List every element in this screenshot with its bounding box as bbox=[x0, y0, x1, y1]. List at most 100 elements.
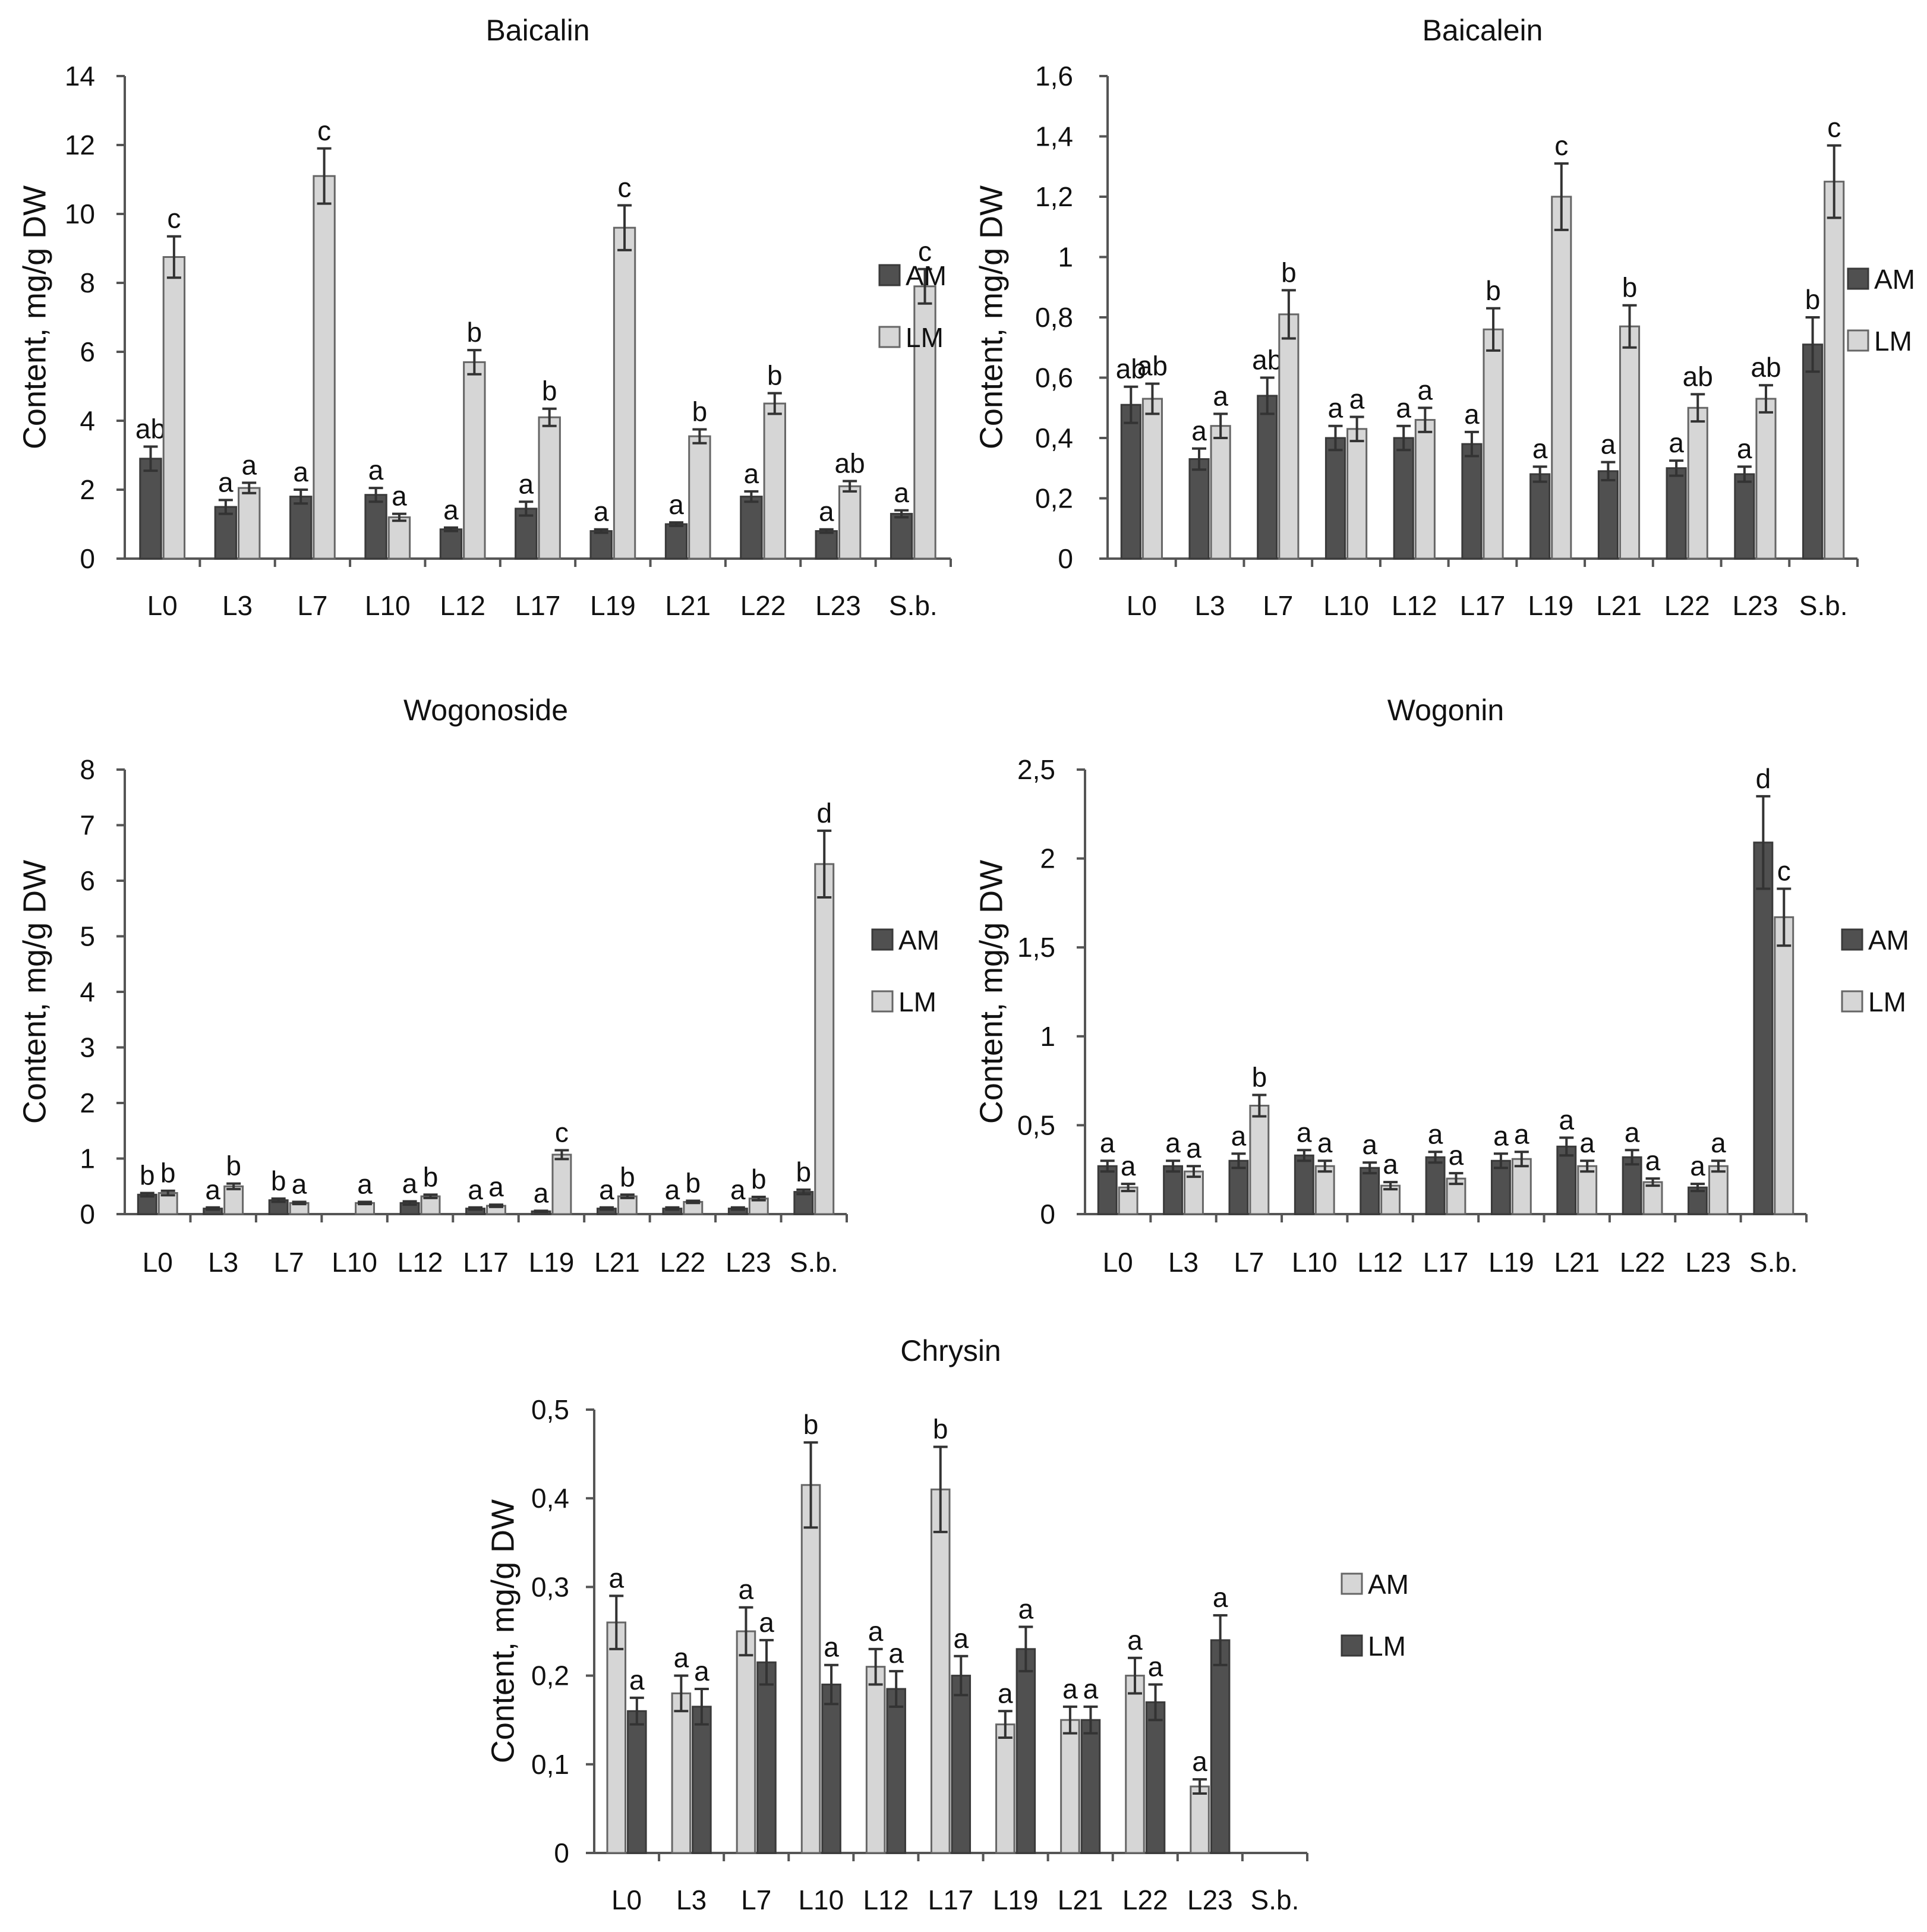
significance-label: a bbox=[1464, 399, 1480, 430]
bar-am bbox=[1393, 437, 1414, 560]
x-tick-label: L12 bbox=[1357, 1247, 1403, 1278]
bar-am bbox=[930, 1488, 951, 1854]
x-tick-label: L17 bbox=[1460, 590, 1506, 621]
y-axis-label: Content, mg/g DW bbox=[17, 860, 52, 1124]
bar-lm bbox=[1346, 428, 1368, 560]
legend-label-am: AM bbox=[898, 925, 939, 956]
x-tick-label: L0 bbox=[143, 1247, 173, 1278]
significance-label: ab bbox=[1137, 351, 1168, 382]
y-tick-label: 2 bbox=[80, 474, 95, 505]
significance-label: b bbox=[542, 376, 557, 406]
x-tick-label: L3 bbox=[1168, 1247, 1199, 1278]
legend-label-am: AM bbox=[906, 260, 947, 291]
significance-label: b bbox=[751, 1164, 767, 1195]
bar-am bbox=[1734, 473, 1755, 560]
x-tick-label: L22 bbox=[660, 1247, 705, 1278]
y-tick-label: 0,8 bbox=[1035, 302, 1073, 333]
significance-label: c bbox=[1827, 112, 1841, 143]
bar-lm bbox=[1774, 916, 1794, 1215]
x-tick-label: L19 bbox=[529, 1247, 575, 1278]
x-tick-label: L22 bbox=[1122, 1884, 1168, 1915]
significance-label: b bbox=[1486, 275, 1501, 306]
bar-lm bbox=[238, 487, 261, 560]
significance-label: b bbox=[1622, 272, 1638, 303]
bar-am bbox=[1228, 1159, 1249, 1215]
x-tick-label: L7 bbox=[1234, 1247, 1264, 1278]
bar-am bbox=[800, 1484, 821, 1854]
significance-label: a bbox=[488, 1171, 504, 1202]
bar-lm bbox=[1414, 419, 1436, 560]
legend-swatch-lm bbox=[1841, 990, 1863, 1013]
significance-label: b bbox=[1281, 257, 1297, 288]
significance-label: a bbox=[357, 1168, 373, 1199]
x-tick-label: L10 bbox=[332, 1247, 377, 1278]
bar-lm bbox=[763, 402, 786, 560]
x-tick-label: L19 bbox=[590, 590, 636, 621]
bar-am bbox=[1360, 1167, 1380, 1215]
legend-label-lm: LM bbox=[1874, 326, 1912, 357]
significance-label: b bbox=[467, 317, 482, 348]
significance-label: a bbox=[1601, 429, 1616, 460]
significance-label: a bbox=[534, 1177, 549, 1208]
significance-label: ab bbox=[1683, 361, 1713, 392]
y-axis-label: Content, mg/g DW bbox=[973, 185, 1009, 449]
significance-label: b bbox=[140, 1159, 155, 1190]
x-tick-label: L0 bbox=[611, 1884, 642, 1915]
y-tick-label: 0 bbox=[80, 543, 95, 574]
significance-label: a bbox=[1127, 1625, 1143, 1656]
bar-lm bbox=[1708, 1165, 1729, 1215]
bar-am bbox=[289, 496, 313, 560]
x-tick-label: L3 bbox=[1195, 590, 1225, 621]
y-axis-label: Content, mg/g DW bbox=[973, 860, 1009, 1124]
bar-lm bbox=[1080, 1719, 1101, 1854]
x-tick-label: L19 bbox=[993, 1884, 1039, 1915]
legend-swatch-am bbox=[1847, 267, 1869, 290]
y-tick-label: 0 bbox=[1058, 543, 1073, 574]
x-tick-label: L22 bbox=[1664, 590, 1710, 621]
significance-label: a bbox=[1297, 1117, 1312, 1148]
bar-lm bbox=[223, 1185, 244, 1215]
x-tick-label: L23 bbox=[1733, 590, 1778, 621]
y-tick-label: 4 bbox=[80, 976, 95, 1007]
bar-am bbox=[1622, 1156, 1642, 1215]
x-tick-label: L0 bbox=[1103, 1247, 1133, 1278]
x-tick-label: L17 bbox=[1423, 1247, 1469, 1278]
significance-label: a bbox=[241, 449, 257, 480]
bar-am bbox=[1802, 343, 1824, 560]
x-tick-label: L3 bbox=[222, 590, 253, 621]
significance-label: a bbox=[1100, 1127, 1115, 1158]
bar-am bbox=[1753, 841, 1774, 1215]
significance-label: ab bbox=[1116, 354, 1146, 384]
significance-label: a bbox=[665, 1174, 680, 1205]
y-tick-label: 4 bbox=[80, 405, 95, 436]
bar-am bbox=[1597, 470, 1619, 560]
significance-label: a bbox=[468, 1174, 483, 1205]
x-tick-label: S.b. bbox=[1251, 1884, 1300, 1915]
bar-lm bbox=[821, 1684, 841, 1854]
bar-lm bbox=[1687, 406, 1708, 560]
bar-am bbox=[1125, 1675, 1145, 1854]
bar-am bbox=[736, 1630, 756, 1854]
bar-am bbox=[1257, 395, 1278, 560]
x-tick-label: L3 bbox=[208, 1247, 238, 1278]
x-tick-label: L21 bbox=[594, 1247, 640, 1278]
bar-lm bbox=[157, 1192, 178, 1215]
significance-label: a bbox=[1383, 1149, 1398, 1180]
legend-label-am: AM bbox=[1874, 264, 1915, 295]
bar-lm bbox=[627, 1710, 647, 1854]
significance-label: a bbox=[368, 455, 384, 486]
x-tick-label: L10 bbox=[1323, 590, 1369, 621]
bar-lm bbox=[1483, 328, 1504, 560]
y-tick-label: 1,5 bbox=[1017, 932, 1055, 963]
legend-label-lm: LM bbox=[898, 987, 936, 1017]
bar-am bbox=[890, 513, 913, 560]
bar-lm bbox=[951, 1675, 972, 1854]
y-tick-label: 0,1 bbox=[531, 1749, 569, 1780]
bar-am bbox=[1060, 1719, 1080, 1854]
x-tick-label: L17 bbox=[515, 590, 561, 621]
x-tick-label: S.b. bbox=[889, 590, 938, 621]
significance-label: b bbox=[796, 1156, 812, 1187]
bar-am bbox=[1163, 1165, 1184, 1215]
bar-lm bbox=[1141, 398, 1163, 560]
